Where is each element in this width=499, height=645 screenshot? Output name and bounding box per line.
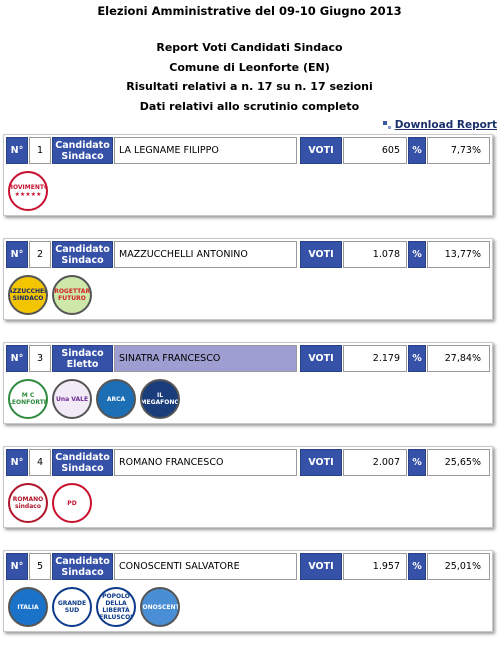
candidate-label: Candidato Sindaco [52,137,113,164]
candidate-label: Sindaco Eletto [52,345,113,372]
percent-value: 13,77% [427,241,490,268]
votes-value: 2.007 [343,449,407,476]
votes-header: VOTI [300,553,342,580]
number-header: N° [6,241,28,268]
candidate-name: MAZZUCCHELLI ANTONINO [114,241,297,268]
percent-header: % [408,345,426,372]
candidate-name: ROMANO FRANCESCO [114,449,297,476]
votes-header: VOTI [300,241,342,268]
candidate-row: N° 4 Candidato Sindaco ROMANO FRANCESCO VOTI… [4,447,492,479]
party-logos: ROMANO sindaco PD [4,479,492,527]
candidate-row: N° 5 Candidato Sindaco CONOSCENTI SALVATORE… [4,551,492,583]
candidate-number: 5 [29,553,51,580]
percent-value: 27,84% [427,345,490,372]
candidate-row: N° 3 Sindaco Eletto SINATRA FRANCESCO VOTI 2.… [4,343,492,375]
report-municipality: Comune di Leonforte (EN) [169,60,330,74]
party-logo: ITALIA [8,587,48,627]
party-logo: PD [52,483,92,523]
report-status: Dati relativi allo scrutinio completo [139,99,360,113]
number-header: N° [6,449,28,476]
candidate-row: N° 1 Candidato Sindaco LA LEGNAME FILIPPO VO… [4,135,492,167]
votes-value: 1.078 [343,241,407,268]
candidate-label: Candidato Sindaco [52,241,113,268]
votes-header: VOTI [300,345,342,372]
download-report-link[interactable]: Download Report [394,119,497,131]
party-logo: MOVIMENTO ★★★★★ [8,171,48,211]
votes-value: 1.957 [343,553,407,580]
report-title: Report Voti Candidati Sindaco [156,41,343,54]
party-logos: MOVIMENTO ★★★★★ [4,167,492,215]
candidate-card: N° 2 Candidato Sindaco MAZZUCCHELLI ANTONIN… [3,238,493,320]
candidate-label: Candidato Sindaco [52,449,113,476]
percent-header: % [408,137,426,164]
party-logo: CONOSCENTI [140,587,180,627]
candidate-name: LA LEGNAME FILIPPO [114,137,297,164]
percent-header: % [408,553,426,580]
candidate-number: 2 [29,241,51,268]
download-report[interactable]: Download Report [382,119,497,131]
party-logos: ITALIA GRANDE SUD POPOLO DELLA LIBERTÀ BER… [4,583,492,631]
percent-value: 25,01% [427,553,490,580]
votes-value: 2.179 [343,345,407,372]
party-logo: PROGETTARE FUTURO [52,275,92,315]
candidate-card: N° 3 Sindaco Eletto SINATRA FRANCESCO VOTI 2.… [3,342,493,424]
candidate-number: 4 [29,449,51,476]
party-logo: ARCA [96,379,136,419]
votes-header: VOTI [300,449,342,476]
candidate-card: N° 4 Candidato Sindaco ROMANO FRANCESCO VOTI… [3,446,493,528]
report-sections: Risultati relativi a n. 17 su n. 17 sezi… [126,80,373,93]
candidate-card: N° 5 Candidato Sindaco CONOSCENTI SALVATORE… [3,550,493,632]
party-logo: MAZZUCCHELLI SINDACO [8,275,48,315]
page-title: Elezioni Amministrative del 09-10 Giugno… [97,4,402,18]
candidate-number: 3 [29,345,51,372]
number-header: N° [6,345,28,372]
percent-value: 7,73% [427,137,490,164]
candidate-label: Candidato Sindaco [52,553,113,580]
download-icon [382,121,391,129]
party-logo: ROMANO sindaco [8,483,48,523]
report-subtitle: Report Voti Candidati Sindaco Comune di … [0,38,499,116]
party-logo: Una VALE [52,379,92,419]
party-logos: M C LEONFORTE Una VALE ARCA IL MEGAFONO [4,375,492,423]
percent-header: % [408,449,426,476]
candidate-card: N° 1 Candidato Sindaco LA LEGNAME FILIPPO VO… [3,134,493,216]
votes-value: 605 [343,137,407,164]
number-header: N° [6,553,28,580]
party-logo: POPOLO DELLA LIBERTÀ BERLUSCONI [96,587,136,627]
candidate-number: 1 [29,137,51,164]
percent-header: % [408,241,426,268]
party-logo: GRANDE SUD [52,587,92,627]
party-logo: IL MEGAFONO [140,379,180,419]
candidate-name: CONOSCENTI SALVATORE [114,553,297,580]
percent-value: 25,65% [427,449,490,476]
number-header: N° [6,137,28,164]
votes-header: VOTI [300,137,342,164]
candidate-row: N° 2 Candidato Sindaco MAZZUCCHELLI ANTONIN… [4,239,492,271]
candidate-name: SINATRA FRANCESCO [114,345,297,372]
party-logo: M C LEONFORTE [8,379,48,419]
